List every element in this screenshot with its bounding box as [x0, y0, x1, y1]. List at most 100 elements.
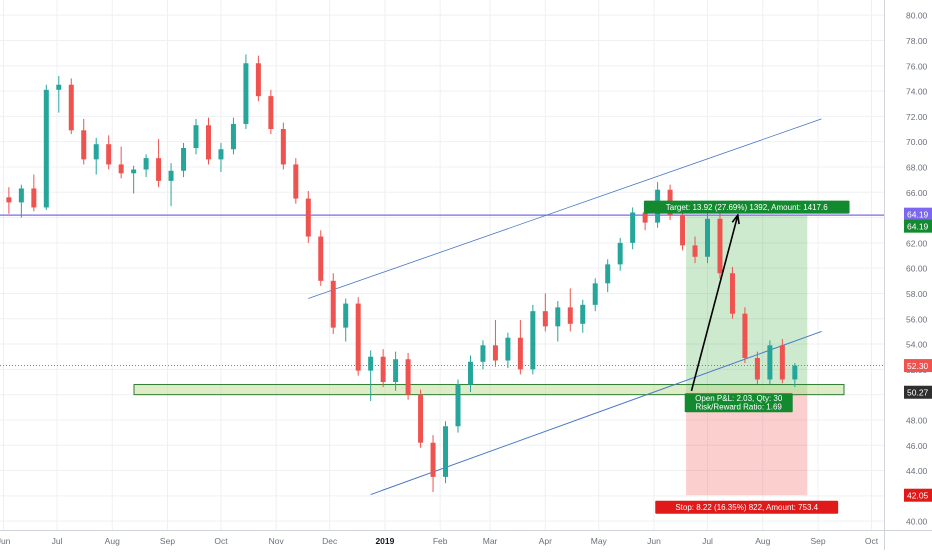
candle-body: [243, 63, 249, 124]
x-tick-label: Jun: [647, 536, 661, 546]
y-tick-label: 70.00: [906, 137, 928, 147]
x-tick-label: May: [591, 536, 608, 546]
candle-body: [530, 311, 536, 370]
support-zone: [133, 384, 845, 396]
candle-body: [18, 188, 24, 203]
candle-body: [255, 63, 261, 97]
x-tick-label: Mar: [483, 536, 498, 546]
candle-body: [492, 345, 498, 361]
y-tick-label: 60.00: [906, 264, 928, 274]
y-tick-label: 62.00: [906, 238, 928, 248]
candle-body: [642, 212, 648, 223]
projection-arrow-line: [690, 214, 739, 392]
candle-body: [368, 356, 374, 371]
candle-body: [68, 84, 74, 131]
y-tick-label: 40.00: [906, 517, 928, 527]
candle-body: [31, 188, 37, 208]
price-badge-stop: [904, 488, 932, 502]
candle-body: [131, 169, 137, 174]
stop-label: Stop: 8.22 (16.35%) 822, Amount: 753.4: [675, 503, 818, 512]
candle-body: [792, 365, 798, 380]
x-tick-label: Nov: [269, 536, 285, 546]
candle-body: [767, 345, 773, 380]
candle-body: [580, 304, 586, 324]
y-tick-label: 80.00: [906, 11, 928, 21]
candle-body: [81, 130, 87, 160]
candle-body: [168, 170, 174, 181]
candle-body: [330, 280, 336, 328]
candle-body: [218, 149, 224, 160]
x-tick-label: Feb: [433, 536, 448, 546]
price-badge-target: [904, 219, 932, 233]
x-tick-label: Oct: [865, 536, 879, 546]
candle-body: [205, 125, 211, 160]
stop-label-bg: [655, 500, 839, 514]
candle-body: [193, 125, 199, 148]
x-tick-label: Aug: [755, 536, 770, 546]
price-badge-label-stop: 42.05: [907, 490, 929, 500]
candle-body: [592, 283, 598, 305]
candle-body: [118, 164, 124, 174]
pnl-label: Open P&L: 2.03, Qty: 30: [695, 394, 783, 403]
candle-body: [181, 147, 187, 171]
projection-arrow-head: [731, 213, 740, 225]
candle-body: [729, 273, 735, 314]
x-tick-label: Aug: [105, 536, 120, 546]
x-tick-label: 2019: [375, 536, 394, 546]
candle-body: [517, 337, 523, 370]
candle-body: [156, 158, 162, 181]
y-tick-label: 78.00: [906, 36, 928, 46]
x-tick-label: Jun: [0, 536, 11, 546]
x-tick-label: Oct: [214, 536, 228, 546]
x-tick-label: Jul: [702, 536, 713, 546]
candle-body: [555, 307, 561, 327]
candle-body: [705, 218, 711, 257]
price-badge-last: [904, 359, 932, 373]
candle-body: [268, 96, 274, 130]
profit-zone: [686, 215, 808, 392]
x-tick-label: Sep: [160, 536, 175, 546]
price-badge-level: [904, 207, 932, 221]
candle-body: [567, 307, 573, 324]
candle-body: [106, 144, 112, 165]
y-axis-panel: [884, 0, 932, 550]
y-tick-label: 44.00: [906, 466, 928, 476]
candle-body: [617, 242, 623, 265]
candle-body: [692, 245, 698, 257]
candle-body: [754, 357, 760, 380]
pnl-box: [684, 393, 793, 413]
channel-line-upper: [308, 118, 822, 299]
candle-body: [143, 158, 149, 170]
candle-body: [280, 129, 286, 165]
candle-body: [480, 345, 486, 362]
candle-body: [505, 337, 511, 361]
candle-body: [318, 236, 324, 281]
candle-body: [779, 345, 785, 380]
price-badge-label-last: 52.30: [907, 361, 929, 371]
y-tick-label: 54.00: [906, 340, 928, 350]
candle-body: [680, 215, 686, 246]
price-badge-label-level: 64.19: [907, 209, 929, 219]
candle-body: [467, 361, 473, 385]
candle-body: [293, 164, 299, 199]
y-tick-label: 74.00: [906, 87, 928, 97]
candle-body: [542, 311, 548, 327]
price-badge-label-target: 64.19: [907, 221, 929, 231]
candle-body: [717, 218, 723, 274]
candle-body: [43, 89, 49, 208]
y-tick-label: 58.00: [906, 289, 928, 299]
candle-body: [343, 303, 349, 328]
y-tick-label: 56.00: [906, 314, 928, 324]
x-tick-label: Sep: [810, 536, 825, 546]
candle-body: [380, 356, 386, 383]
y-tick-label: 72.00: [906, 112, 928, 122]
target-label-bg: [643, 200, 850, 214]
y-tick-label: 66.00: [906, 188, 928, 198]
candle-body: [6, 197, 12, 203]
candle-body: [355, 303, 361, 371]
x-tick-label: Dec: [322, 536, 338, 546]
candle-body: [455, 384, 461, 427]
candle-body: [418, 394, 424, 443]
